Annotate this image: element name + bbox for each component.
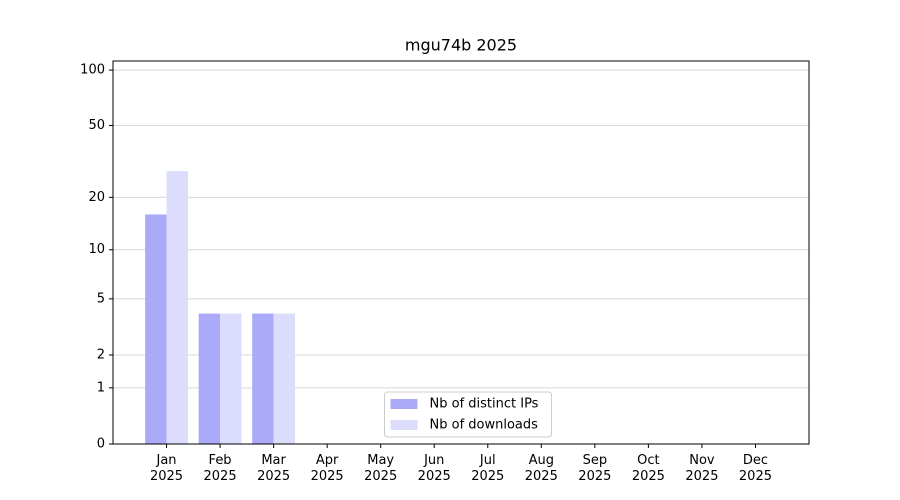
- x-tick-label: Jan 2025: [149, 453, 184, 484]
- bar: [220, 313, 242, 444]
- bar: [145, 214, 167, 444]
- x-tick-label: Feb 2025: [203, 453, 237, 484]
- plot-frame: [112, 60, 810, 445]
- bar: [273, 313, 296, 444]
- chart-title: mgu74b 2025: [405, 36, 517, 55]
- legend-frame: [384, 391, 552, 438]
- x-tick-label: Nov 2025: [685, 453, 719, 484]
- legend: Nb of distinct IPs Nb of downloads: [384, 391, 552, 438]
- y-tick-label: 5: [97, 291, 105, 306]
- legend-label: Nb of downloads: [430, 418, 539, 433]
- x-tick-label: Oct 2025: [631, 453, 665, 484]
- x-tick-label: Dec 2025: [738, 453, 772, 484]
- x-tick-label: Aug 2025: [524, 453, 558, 484]
- x-tick-label: Sep 2025: [578, 453, 612, 484]
- x-tick-label: Mar 2025: [257, 453, 291, 484]
- legend-label: Nb of distinct IPs: [430, 397, 539, 412]
- x-tick-label: Apr 2025: [310, 453, 344, 484]
- y-tick-label: 2: [97, 347, 105, 362]
- bar: [198, 313, 221, 444]
- y-tick-label: 0: [97, 437, 105, 452]
- y-tick-label: 10: [88, 242, 105, 257]
- y-tick-label: 1: [97, 380, 105, 395]
- bar: [166, 171, 188, 444]
- legend-swatch: [390, 420, 418, 430]
- legend-swatch: [390, 399, 418, 409]
- y-tick-label: 50: [88, 118, 105, 133]
- x-tick-label: Jul 2025: [471, 453, 505, 484]
- x-tick-label: May 2025: [364, 453, 398, 484]
- bar: [252, 313, 274, 444]
- y-tick-label: 100: [80, 63, 105, 78]
- y-tick-label: 20: [88, 190, 105, 205]
- x-tick-label: Jun 2025: [417, 453, 451, 484]
